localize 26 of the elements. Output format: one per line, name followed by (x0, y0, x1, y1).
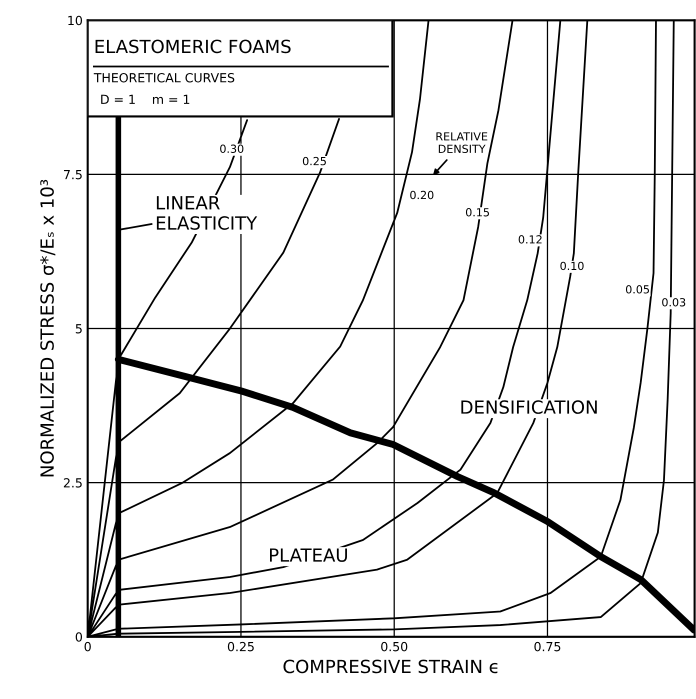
annotation: 0.05 (626, 285, 649, 294)
annotation: 0.25 (302, 156, 326, 166)
annotation: PLATEAU (270, 548, 347, 562)
annotation: 0.15 (466, 208, 489, 216)
annotation: RELATIVE DENSITY (436, 132, 488, 154)
text: THEORETICAL CURVES (94, 73, 234, 82)
ref-line-label: LINEAR ELASTICITY (156, 196, 258, 230)
annotation: D = 1 m = 1 (101, 94, 190, 104)
annotation: 0.30 (220, 144, 244, 153)
annotation: 0.12 (518, 235, 542, 244)
x-tick-label: 0.75 (534, 642, 560, 652)
y-tick-label: 7.5 (64, 170, 82, 180)
y-tick-label: 2.5 (64, 478, 82, 488)
text: ELASTOMERIC FOAMS (96, 40, 291, 54)
y-tick-label: 0 (76, 632, 82, 642)
annotation: 0.03 (662, 298, 686, 306)
x-tick-label: 0.25 (228, 642, 254, 652)
y-tick-label: 5 (76, 324, 82, 334)
annotation: DENSIFICATION (461, 400, 597, 414)
annotation: 0.10 (560, 262, 584, 270)
annotation: 0.20 (410, 190, 434, 200)
y-axis-title: NORMALIZED STRESS σ*/Eₛ x 10³ (40, 180, 56, 476)
y-tick-label: 10 (68, 16, 82, 26)
x-tick-label: 0 (84, 642, 91, 652)
x-tick-label: 0.50 (381, 642, 408, 652)
x-axis-title: COMPRESSIVE STRAIN ϵ (283, 660, 498, 674)
